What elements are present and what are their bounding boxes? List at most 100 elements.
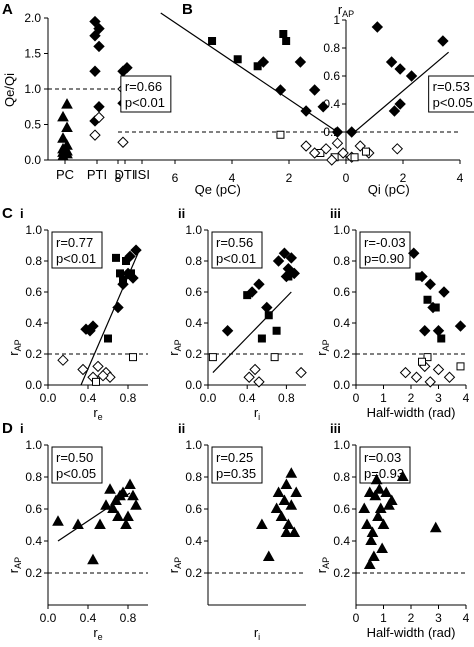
panelDiii-point-s0-13 bbox=[368, 550, 380, 561]
panelCi-point-s0-7 bbox=[130, 244, 142, 256]
panelA-point-s0-7 bbox=[61, 121, 73, 133]
panelCi-xtick-label-2: 0.8 bbox=[120, 391, 137, 405]
panelCiii-point-s0-3 bbox=[424, 278, 436, 290]
panelCi-stats-line-0: r=0.77 bbox=[56, 235, 93, 250]
panelCii-xlabel: ri bbox=[254, 405, 260, 422]
panelCi-stats-box bbox=[51, 231, 103, 269]
panelB-point-s0-4 bbox=[282, 37, 291, 45]
panelDii-point-s0-1 bbox=[262, 550, 275, 561]
panelA-point-s0-9 bbox=[61, 98, 73, 109]
panelDi-point-s0-4 bbox=[100, 499, 112, 510]
panelCiii-ytick-label-5: 1.0 bbox=[333, 223, 350, 237]
panelB-point-s4-2 bbox=[320, 143, 332, 155]
panelDi-point-s0-6 bbox=[107, 502, 119, 513]
panelCiii-stats-line-0: r=-0.03 bbox=[364, 235, 406, 250]
panelCi-ytick-label-3: 0.6 bbox=[25, 285, 42, 299]
panelCii-point-s1-4 bbox=[284, 272, 293, 281]
panelB-point-s5-3 bbox=[391, 143, 404, 155]
panelDii-ytick-label-3: 0.8 bbox=[185, 470, 202, 484]
panelB-point-s2-0 bbox=[371, 21, 384, 33]
panelB-point-s2-7 bbox=[345, 126, 358, 138]
panelCiii-point-s2-3 bbox=[424, 376, 436, 388]
panelDiii-point-s0-8 bbox=[377, 518, 390, 529]
panelDii-ytick-label-4: 1.0 bbox=[185, 438, 202, 452]
panelB-fit-line-right bbox=[354, 51, 449, 133]
panelDiii-xtick-label-4: 4 bbox=[463, 611, 470, 625]
panelCii-point-s0-5 bbox=[278, 247, 291, 259]
panelDii-ytick-label-0: 0.2 bbox=[185, 566, 202, 580]
panel-label-B: B bbox=[182, 1, 193, 18]
panelB-point-s0-3 bbox=[279, 30, 288, 38]
panelCii-point-s3-0 bbox=[208, 353, 217, 362]
panelB-stats-left-box bbox=[120, 75, 172, 113]
panelDii-point-s0-11 bbox=[285, 467, 298, 478]
panelA-ytick-label-3: 1.5 bbox=[24, 47, 41, 61]
panelB-point-s6-0 bbox=[350, 153, 359, 162]
panelB-point-s2-1 bbox=[385, 56, 398, 68]
panelDi-point-s0-12 bbox=[122, 510, 134, 521]
panelB-ytick-label-4: 1 bbox=[333, 13, 340, 27]
panelCii-xtick-label-2: 0.8 bbox=[278, 391, 295, 405]
panelCii-ytick-label-5: 1.0 bbox=[185, 223, 202, 237]
panelA-point-s0-5 bbox=[61, 139, 73, 150]
panelCi-stats-line-1: p<0.01 bbox=[56, 251, 96, 266]
panelCii-ytick-label-1: 0.2 bbox=[185, 347, 202, 361]
panelB-ytick-label-2: 0.6 bbox=[323, 69, 340, 83]
panelCi-point-s2-6 bbox=[97, 369, 109, 382]
panelA-point-s1-1 bbox=[93, 101, 105, 113]
panelCiii-point-s0-5 bbox=[432, 325, 445, 337]
panelCiii-point-s2-0 bbox=[399, 366, 412, 379]
panelB-stats-left-line-0: r=0.66 bbox=[125, 79, 162, 94]
panelCii-point-s1-2 bbox=[264, 311, 273, 320]
panelDiii-xtick-label-1: 1 bbox=[380, 611, 387, 625]
panelB-point-s2-3 bbox=[405, 70, 418, 82]
panelDi-point-s0-2 bbox=[87, 553, 99, 565]
panelCi-point-s1-0 bbox=[104, 334, 112, 343]
panelDii-point-s0-2 bbox=[270, 502, 283, 513]
panelDiii-point-s0-3 bbox=[366, 526, 379, 537]
panelCi-sublabel: i bbox=[20, 206, 24, 221]
panelA-category-ISI: ISI bbox=[134, 167, 150, 182]
panelDi-xlabel: re bbox=[93, 625, 102, 642]
panelA-point-s1-5 bbox=[93, 22, 105, 35]
panelB-xtick-label-2: 4 bbox=[229, 171, 236, 185]
panelCiii-point-s1-1 bbox=[423, 295, 432, 304]
panelCi-ytick-label-2: 0.4 bbox=[25, 316, 42, 330]
panelCii-point-s1-3 bbox=[272, 326, 281, 335]
panelCii-ytick-label-0: 0.0 bbox=[185, 378, 202, 392]
panelDii-point-s0-8 bbox=[285, 499, 298, 510]
panelCi-point-s1-3 bbox=[119, 275, 127, 284]
panelB-point-s1-1 bbox=[274, 84, 287, 96]
panelDiii-ytick-label-3: 0.8 bbox=[333, 470, 350, 484]
panelDiii-point-s0-11 bbox=[385, 494, 398, 505]
panelA-category-PTI: PTI bbox=[87, 167, 107, 182]
panelB-point-s0-0 bbox=[208, 37, 217, 45]
panelCiii-xtick-label-4: 4 bbox=[463, 391, 470, 405]
panelA-ytick-label-4: 2.0 bbox=[24, 11, 41, 25]
panelCiii-point-s0-0 bbox=[408, 247, 420, 259]
panelDii-stats-line-1: p=0.35 bbox=[216, 466, 256, 481]
panelCiii-point-s1-2 bbox=[431, 303, 440, 312]
panelCiii-point-s3-2 bbox=[418, 357, 426, 366]
panelCi-xlabel: re bbox=[93, 405, 102, 422]
panelDi-point-s0-8 bbox=[112, 510, 124, 521]
panelB-point-s4-1 bbox=[308, 147, 321, 159]
panelCiii-point-s2-1 bbox=[410, 371, 423, 383]
panelDiii-ytick-label-2: 0.6 bbox=[333, 502, 350, 516]
panelB-xtick-label-4: 0 bbox=[343, 171, 350, 185]
panel-label-A: A bbox=[2, 1, 13, 18]
panelCi-ytick-label-0: 0.0 bbox=[25, 378, 42, 392]
panelCiii-point-s1-0 bbox=[415, 272, 424, 281]
panelCii-ytick-label-2: 0.4 bbox=[185, 316, 202, 330]
panelB-xtick-label-1: 6 bbox=[172, 171, 179, 185]
panelB-stats-right-line-0: r=0.53 bbox=[433, 79, 470, 94]
panelA-point-s1-4 bbox=[89, 30, 101, 42]
panelDii-ytick-label-1: 0.4 bbox=[185, 534, 202, 548]
panelA-point-s1-3 bbox=[93, 40, 105, 53]
panelDi-point-s0-10 bbox=[117, 486, 129, 497]
panelCi-ytick-label-4: 0.8 bbox=[25, 254, 42, 268]
panelCii-point-s0-0 bbox=[221, 325, 234, 337]
panelDiii-ytick-label-4: 1.0 bbox=[333, 438, 350, 452]
panelA-point-s0-8 bbox=[57, 110, 69, 122]
panelCiii-ylabel: rAP bbox=[314, 339, 331, 355]
